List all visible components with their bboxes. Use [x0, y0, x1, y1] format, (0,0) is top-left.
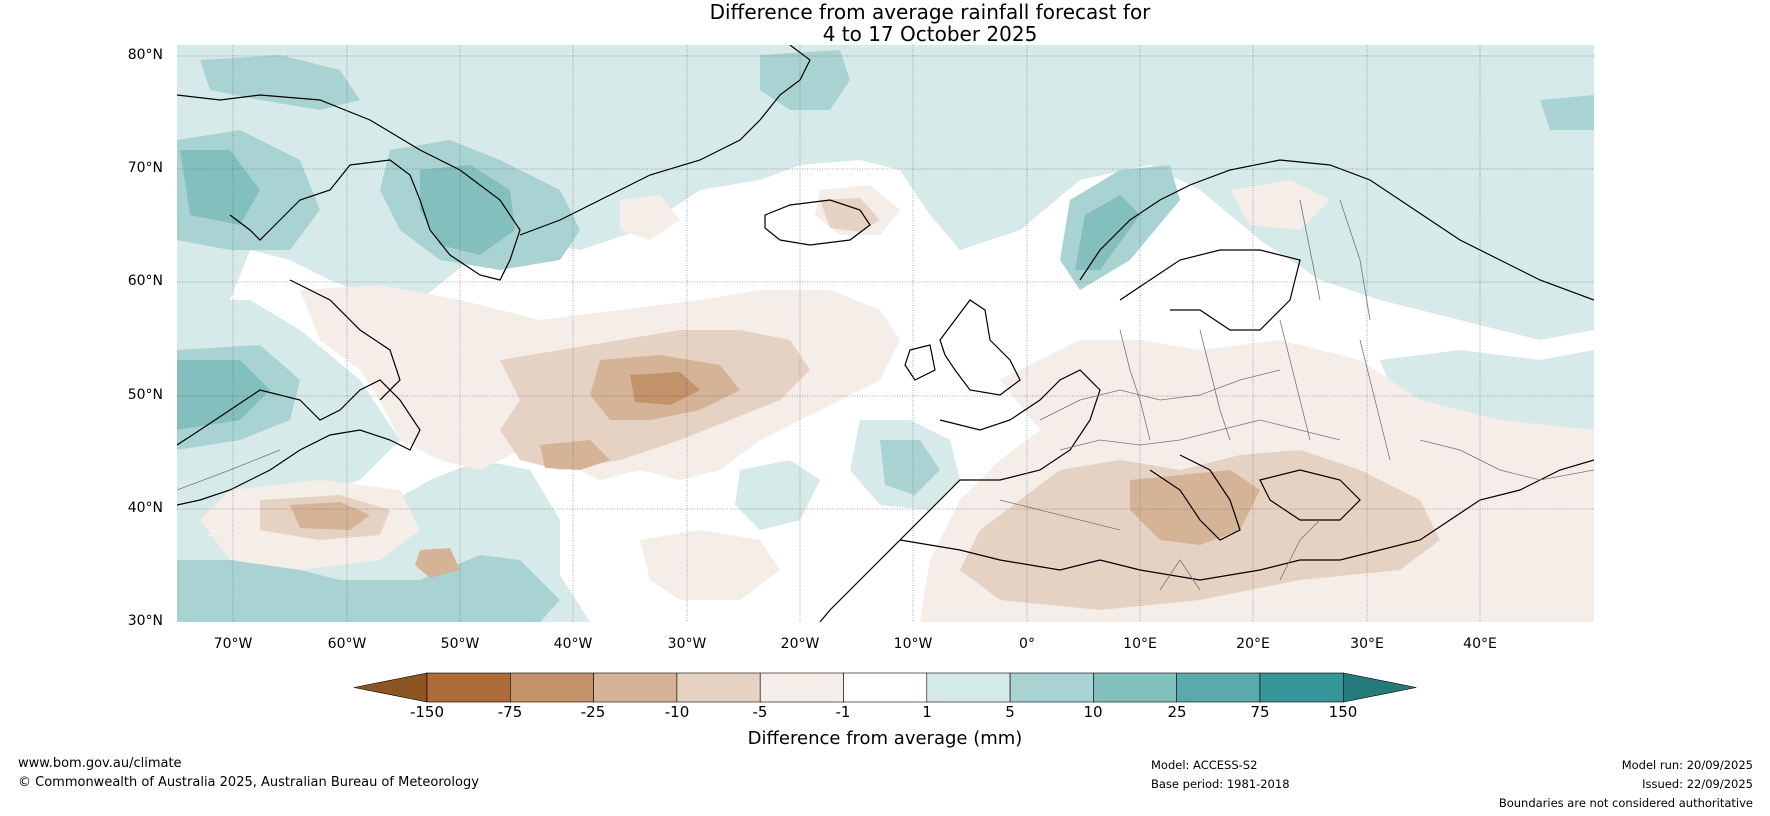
colorbar-swatch: [676, 672, 761, 703]
title-line-2: 4 to 17 October 2025: [822, 22, 1038, 46]
colorbar-swatch: [426, 672, 511, 703]
colorbar-swatch: [1009, 672, 1094, 703]
colorbar-swatch: [843, 672, 928, 703]
colorbar-swatch: [593, 672, 678, 703]
cb-tick-label: 25: [1167, 703, 1187, 721]
colorbar-label: Difference from average (mm): [747, 728, 1023, 749]
lon-label-40w: 40°W: [553, 636, 593, 652]
colorbar-extend-high: [1343, 672, 1417, 703]
colorbar-extend-low: [353, 672, 428, 703]
cb-tick-label: -10: [664, 703, 690, 721]
lon-label-20w: 20°W: [780, 636, 820, 652]
cb-tick-label: -25: [580, 703, 606, 721]
greenland-coast: [177, 94, 521, 281]
footer-copyright: © Commonwealth of Australia 2025, Austra…: [18, 775, 479, 790]
colorbar-swatch: [1176, 672, 1261, 703]
europe-coast: [819, 369, 1101, 622]
colorbar-swatch: [1259, 672, 1344, 703]
footer-model-run: Model run: 20/09/2025: [1621, 758, 1753, 772]
cb-tick-label: -1: [835, 703, 851, 721]
lon-label-30e: 30°E: [1350, 636, 1384, 652]
lon-label-50w: 50°W: [440, 636, 480, 652]
cb-tick-label: 150: [1328, 703, 1358, 721]
footer-disclaimer: Boundaries are not considered authoritat…: [1498, 796, 1753, 810]
colorbar-swatch: [759, 672, 844, 703]
lon-label-10e: 10°E: [1123, 636, 1157, 652]
lat-label-70: 70°N: [127, 160, 163, 176]
lon-label-70w: 70°W: [213, 636, 253, 652]
title-line-1: Difference from average rainfall forecas…: [709, 0, 1151, 24]
lon-label-10w: 10°W: [893, 636, 933, 652]
cb-tick-label: 75: [1250, 703, 1270, 721]
lat-label-80: 80°N: [127, 47, 163, 63]
wetter-region-arctic: [177, 45, 1594, 420]
lon-label-0: 0°: [1019, 636, 1035, 652]
north-america-coast: [177, 379, 421, 506]
cb-tick-label: -75: [497, 703, 523, 721]
iceland-coast: [764, 199, 871, 246]
footer-website: www.bom.gov.au/climate: [18, 756, 182, 771]
lat-label-40: 40°N: [127, 500, 163, 516]
cb-tick-label: 5: [1005, 703, 1015, 721]
colorbar-swatch: [1093, 672, 1178, 703]
colorbar-swatch: [509, 672, 594, 703]
cb-tick-label: -150: [409, 703, 445, 721]
lon-label-40e: 40°E: [1463, 636, 1497, 652]
lat-label-30: 30°N: [127, 613, 163, 629]
cb-tick-label: -5: [752, 703, 768, 721]
footer-base-period: Base period: 1981-2018: [1151, 777, 1290, 791]
lon-label-20e: 20°E: [1236, 636, 1270, 652]
british-isles-coast: [939, 299, 1021, 396]
colorbar-swatch: [926, 672, 1011, 703]
lon-label-60w: 60°W: [327, 636, 367, 652]
lat-label-60: 60°N: [127, 273, 163, 289]
mediterranean-coast: [899, 459, 1594, 581]
footer-model: Model: ACCESS-S2: [1151, 758, 1258, 772]
lat-label-50: 50°N: [127, 387, 163, 403]
cb-tick-label: 1: [922, 703, 932, 721]
cb-tick-label: 10: [1083, 703, 1103, 721]
footer-issued: Issued: 22/09/2025: [1642, 777, 1753, 791]
lon-label-30w: 30°W: [667, 636, 707, 652]
